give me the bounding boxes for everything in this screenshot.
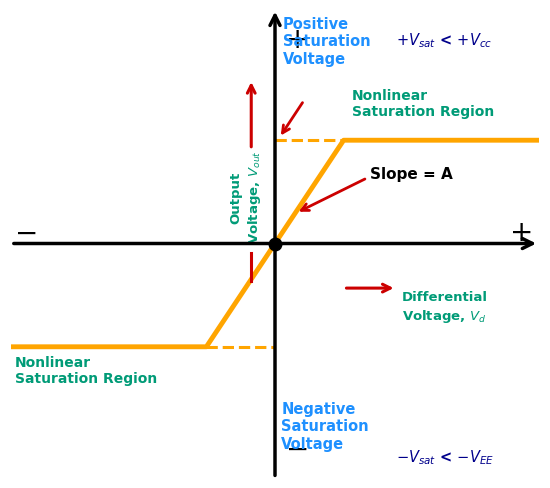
Text: Nonlinear
Saturation Region: Nonlinear Saturation Region	[351, 88, 494, 119]
Text: Output
Voltage, $V_{out}$: Output Voltage, $V_{out}$	[229, 150, 263, 244]
Text: Negative
Saturation
Voltage: Negative Saturation Voltage	[282, 401, 369, 450]
Text: $-V_{sat}$ < $-V_{EE}$: $-V_{sat}$ < $-V_{EE}$	[397, 448, 494, 467]
Text: $+$: $+$	[284, 26, 307, 54]
Text: $-$: $-$	[284, 434, 307, 462]
Text: Slope = A: Slope = A	[370, 166, 453, 181]
Text: $-$: $-$	[14, 218, 36, 246]
Text: $+$: $+$	[509, 218, 531, 246]
Text: $+V_{sat}$ < $+V_{cc}$: $+V_{sat}$ < $+V_{cc}$	[397, 31, 493, 49]
Text: Positive
Saturation
Voltage: Positive Saturation Voltage	[283, 17, 371, 66]
Text: Differential
Voltage, $V_d$: Differential Voltage, $V_d$	[402, 290, 488, 324]
Text: Nonlinear
Saturation Region: Nonlinear Saturation Region	[15, 355, 157, 386]
